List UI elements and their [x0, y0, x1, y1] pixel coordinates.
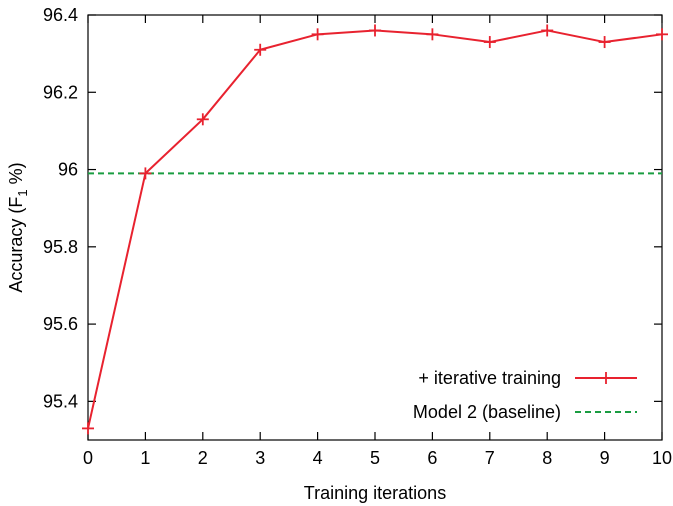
- plot-frame: [87, 14, 663, 441]
- iterative-training-point: [426, 28, 439, 41]
- x-tick-label: 10: [652, 448, 672, 468]
- y-tick-label: 96.2: [43, 82, 78, 102]
- iterative-training-point: [598, 36, 611, 49]
- y-axis-title-end: %): [6, 162, 26, 189]
- iterative-training-point: [196, 113, 209, 126]
- x-axis-title: Training iterations: [304, 483, 446, 503]
- axes-layer: [87, 14, 663, 441]
- legend-label-baseline: Model 2 (baseline): [413, 402, 561, 422]
- iterative-training-point: [541, 24, 554, 37]
- iterative-training-point: [656, 28, 668, 41]
- tick-layer: 0 1 2 3 4 5 6 7 8 9 10 95.4 95.6 95.8 96 96.2 96.4: [43, 5, 672, 468]
- iterative-training-point: [82, 422, 94, 435]
- x-tick-label: 2: [198, 448, 208, 468]
- legend-marker-iterative-training: [600, 372, 612, 384]
- x-tick-label: 8: [542, 448, 552, 468]
- x-tick-label: 3: [255, 448, 265, 468]
- iterative-training-point: [369, 24, 381, 37]
- series-layer: [82, 24, 668, 435]
- x-tick-label: 9: [600, 448, 610, 468]
- legend-label-iterative-training: + iterative training: [418, 368, 561, 388]
- y-axis-title-main: Accuracy (F: [6, 197, 26, 293]
- iterative-training-point: [139, 167, 152, 180]
- iterative-training-point: [311, 28, 324, 41]
- y-axis-title: Accuracy (F1 %): [6, 162, 30, 292]
- x-tick-label: 4: [313, 448, 323, 468]
- y-tick-label: 95.6: [43, 314, 78, 334]
- x-tick-label: 6: [427, 448, 437, 468]
- y-tick-label: 95.8: [43, 237, 78, 257]
- y-tick-label: 96: [58, 160, 78, 180]
- x-tick-label: 7: [485, 448, 495, 468]
- legend: + iterative training Model 2 (baseline): [413, 368, 637, 422]
- iterative-training-series-line: [87, 29, 663, 429]
- iterative-training-point: [483, 36, 496, 49]
- legend-plus-marker: [600, 372, 612, 384]
- y-tick-label: 95.4: [43, 391, 78, 411]
- iterative-training-point: [254, 43, 267, 56]
- x-tick-label: 0: [83, 448, 93, 468]
- y-tick-label: 96.4: [43, 5, 78, 25]
- x-tick-label: 1: [140, 448, 150, 468]
- y-axis-title-subscript: 1: [15, 189, 30, 196]
- x-tick-label: 5: [370, 448, 380, 468]
